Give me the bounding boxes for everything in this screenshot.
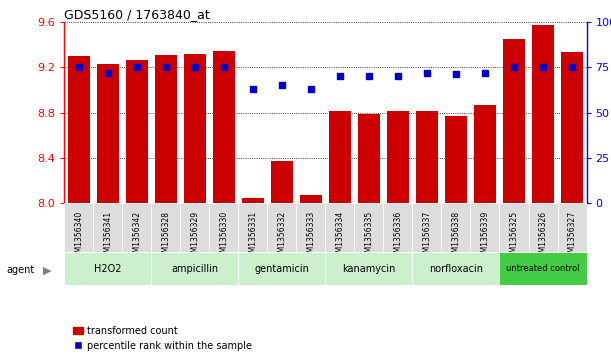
Point: [190, 64, 200, 70]
Bar: [354, 203, 384, 252]
Bar: [474, 105, 496, 203]
Text: agent: agent: [6, 265, 34, 276]
Point: [364, 73, 374, 79]
Bar: [387, 111, 409, 203]
Text: GSM1356342: GSM1356342: [132, 211, 141, 262]
Bar: [209, 203, 238, 252]
Bar: [412, 203, 441, 252]
Point: [161, 64, 170, 70]
Bar: [268, 203, 296, 252]
Point: [393, 73, 403, 79]
Bar: [412, 252, 500, 285]
Bar: [152, 252, 238, 285]
Text: GSM1356325: GSM1356325: [510, 211, 519, 262]
Text: untreated control: untreated control: [507, 264, 580, 273]
Bar: [358, 114, 380, 203]
Point: [567, 64, 577, 70]
Bar: [558, 203, 587, 252]
Point: [74, 64, 84, 70]
Text: GSM1356337: GSM1356337: [422, 211, 431, 262]
Bar: [503, 39, 525, 203]
Bar: [180, 203, 209, 252]
Text: GSM1356333: GSM1356333: [306, 211, 315, 262]
Text: GDS5160 / 1763840_at: GDS5160 / 1763840_at: [64, 8, 210, 21]
Text: GSM1356330: GSM1356330: [219, 211, 229, 262]
Text: GSM1356327: GSM1356327: [568, 211, 577, 262]
Point: [509, 64, 519, 70]
Point: [277, 82, 287, 88]
Text: GSM1356336: GSM1356336: [393, 211, 403, 262]
Bar: [470, 203, 500, 252]
Legend: transformed count, percentile rank within the sample: transformed count, percentile rank withi…: [69, 322, 257, 355]
Text: GSM1356335: GSM1356335: [364, 211, 373, 262]
Point: [335, 73, 345, 79]
Bar: [97, 64, 119, 203]
Point: [538, 64, 548, 70]
Bar: [561, 52, 583, 203]
Bar: [445, 116, 467, 203]
Bar: [296, 203, 325, 252]
Text: GSM1356331: GSM1356331: [248, 211, 257, 262]
Bar: [271, 161, 293, 203]
Text: ampicillin: ampicillin: [171, 264, 218, 274]
Text: GSM1356339: GSM1356339: [480, 211, 489, 262]
Bar: [68, 56, 90, 203]
Text: norfloxacin: norfloxacin: [429, 264, 483, 274]
Bar: [155, 55, 177, 203]
Bar: [384, 203, 412, 252]
Bar: [93, 203, 122, 252]
Text: GSM1356326: GSM1356326: [538, 211, 547, 262]
Bar: [500, 252, 587, 285]
Point: [219, 64, 229, 70]
Point: [248, 86, 258, 92]
Bar: [329, 111, 351, 203]
Bar: [325, 252, 412, 285]
Bar: [532, 25, 554, 203]
Bar: [325, 203, 354, 252]
Bar: [529, 203, 558, 252]
Text: kanamycin: kanamycin: [342, 264, 395, 274]
Text: H2O2: H2O2: [94, 264, 122, 274]
Bar: [500, 203, 529, 252]
Text: GSM1356338: GSM1356338: [452, 211, 461, 262]
Point: [451, 72, 461, 77]
Bar: [126, 60, 148, 203]
Point: [480, 70, 490, 76]
Point: [422, 70, 432, 76]
Text: GSM1356332: GSM1356332: [277, 211, 287, 262]
Text: GSM1356329: GSM1356329: [190, 211, 199, 262]
Text: ▶: ▶: [43, 265, 51, 276]
Text: gentamicin: gentamicin: [254, 264, 309, 274]
Bar: [152, 203, 180, 252]
Bar: [64, 252, 152, 285]
Bar: [213, 51, 235, 203]
Text: GSM1356328: GSM1356328: [161, 211, 170, 262]
Bar: [300, 195, 322, 203]
Bar: [184, 53, 206, 203]
Bar: [122, 203, 152, 252]
Bar: [64, 203, 93, 252]
Bar: [416, 111, 438, 203]
Point: [103, 70, 112, 76]
Bar: [441, 203, 470, 252]
Text: GSM1356334: GSM1356334: [335, 211, 345, 262]
Point: [132, 64, 142, 70]
Bar: [238, 203, 267, 252]
Text: GSM1356341: GSM1356341: [103, 211, 112, 262]
Point: [306, 86, 316, 92]
Bar: [238, 252, 325, 285]
Bar: [242, 197, 264, 203]
Text: GSM1356340: GSM1356340: [74, 211, 83, 262]
